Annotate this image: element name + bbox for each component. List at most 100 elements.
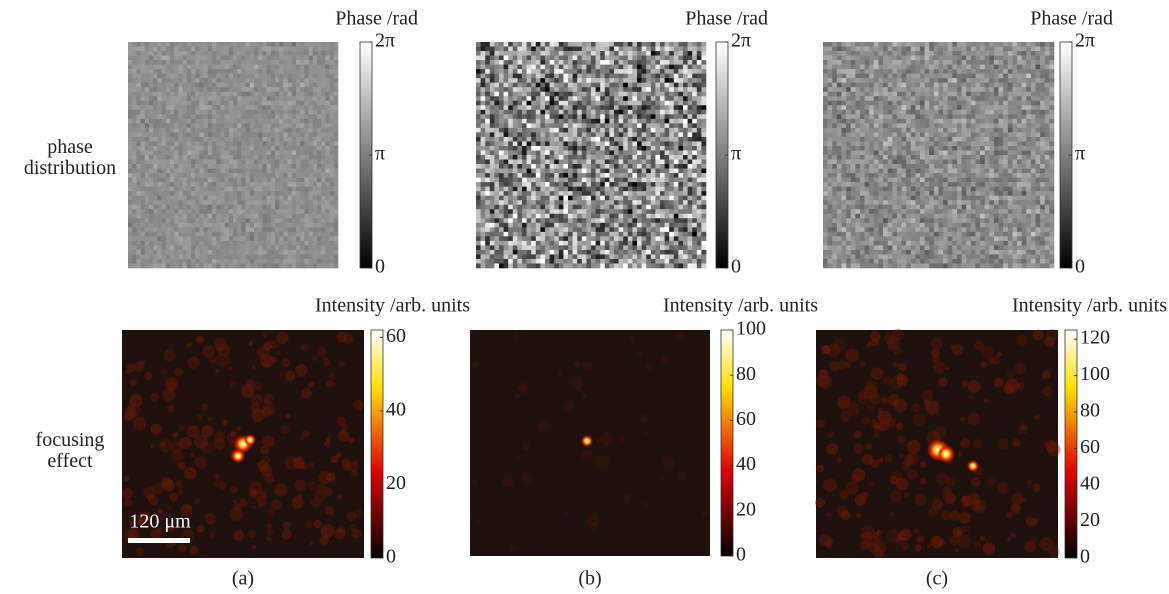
pixel: [540, 92, 545, 97]
pixel: [309, 160, 314, 165]
pixel: [296, 114, 301, 119]
pixel: [204, 200, 209, 205]
pixel: [701, 141, 706, 146]
pixel: [678, 78, 683, 83]
pixel: [220, 169, 225, 174]
pixel: [128, 132, 133, 137]
pixel: [554, 218, 559, 223]
pixel: [494, 51, 499, 56]
pixel: [683, 164, 688, 169]
pixel: [545, 69, 550, 74]
pixel: [225, 137, 230, 142]
pixel: [317, 191, 322, 196]
pixel: [237, 164, 242, 169]
pixel: [573, 137, 578, 142]
pixel: [490, 105, 495, 110]
pixel: [660, 209, 665, 214]
pixel: [250, 227, 255, 232]
pixel: [229, 78, 234, 83]
pixel: [600, 105, 605, 110]
pixel: [330, 205, 335, 210]
pixel: [494, 173, 499, 178]
pixel: [642, 92, 647, 97]
pixel: [128, 259, 133, 264]
pixel: [330, 178, 335, 183]
pixel: [262, 78, 267, 83]
pixel: [216, 245, 221, 250]
pixel: [330, 128, 335, 133]
pixel: [313, 160, 318, 165]
pixel: [563, 182, 568, 187]
pixel: [646, 227, 651, 232]
pixel: [141, 241, 146, 246]
pixel: [233, 42, 238, 47]
pixel: [554, 173, 559, 178]
pixel: [157, 56, 162, 61]
pixel: [586, 187, 591, 192]
pixel: [183, 196, 188, 201]
pixel: [476, 187, 481, 192]
pixel: [481, 150, 486, 155]
pixel: [296, 205, 301, 210]
pixel: [275, 191, 280, 196]
pixel: [605, 254, 610, 259]
pixel: [208, 173, 213, 178]
pixel: [669, 218, 674, 223]
pixel: [485, 259, 490, 264]
pixel: [237, 119, 242, 124]
pixel: [568, 259, 573, 264]
pixel: [313, 65, 318, 70]
pixel: [246, 96, 251, 101]
pixel: [296, 259, 301, 264]
pixel: [195, 178, 200, 183]
pixel: [132, 101, 137, 106]
pixel: [241, 92, 246, 97]
pixel: [628, 254, 633, 259]
pixel: [600, 65, 605, 70]
pixel: [220, 56, 225, 61]
pixel: [586, 65, 591, 70]
pixel: [208, 164, 213, 169]
pixel: [669, 209, 674, 214]
pixel: [204, 74, 209, 79]
pixel: [582, 128, 587, 133]
pixel: [237, 69, 242, 74]
pixel: [660, 187, 665, 192]
pixel: [132, 56, 137, 61]
pixel: [191, 178, 196, 183]
pixel: [254, 196, 259, 201]
pixel: [258, 187, 263, 192]
pixel: [508, 128, 513, 133]
pixel: [321, 200, 326, 205]
pixel: [178, 83, 183, 88]
pixel: [481, 123, 486, 128]
pixel: [669, 223, 674, 228]
pixel: [275, 128, 280, 133]
pixel: [568, 114, 573, 119]
pixel: [325, 209, 330, 214]
pixel: [609, 110, 614, 115]
pixel: [513, 236, 518, 241]
pixel: [279, 182, 284, 187]
pixel: [554, 223, 559, 228]
pixel: [334, 164, 339, 169]
pixel: [216, 218, 221, 223]
pixel: [494, 169, 499, 174]
pixel: [646, 160, 651, 165]
pixel: [655, 110, 660, 115]
pixel: [536, 47, 541, 52]
pixel: [678, 69, 683, 74]
pixel: [212, 160, 217, 165]
pixel: [591, 42, 596, 47]
pixel: [619, 200, 624, 205]
pixel: [128, 51, 133, 56]
pixel: [605, 110, 610, 115]
pixel: [596, 236, 601, 241]
pixel: [582, 69, 587, 74]
pixel: [665, 214, 670, 219]
pixel: [208, 182, 213, 187]
pixel: [568, 101, 573, 106]
pixel: [586, 150, 591, 155]
pixel: [283, 87, 288, 92]
pixel: [655, 254, 660, 259]
